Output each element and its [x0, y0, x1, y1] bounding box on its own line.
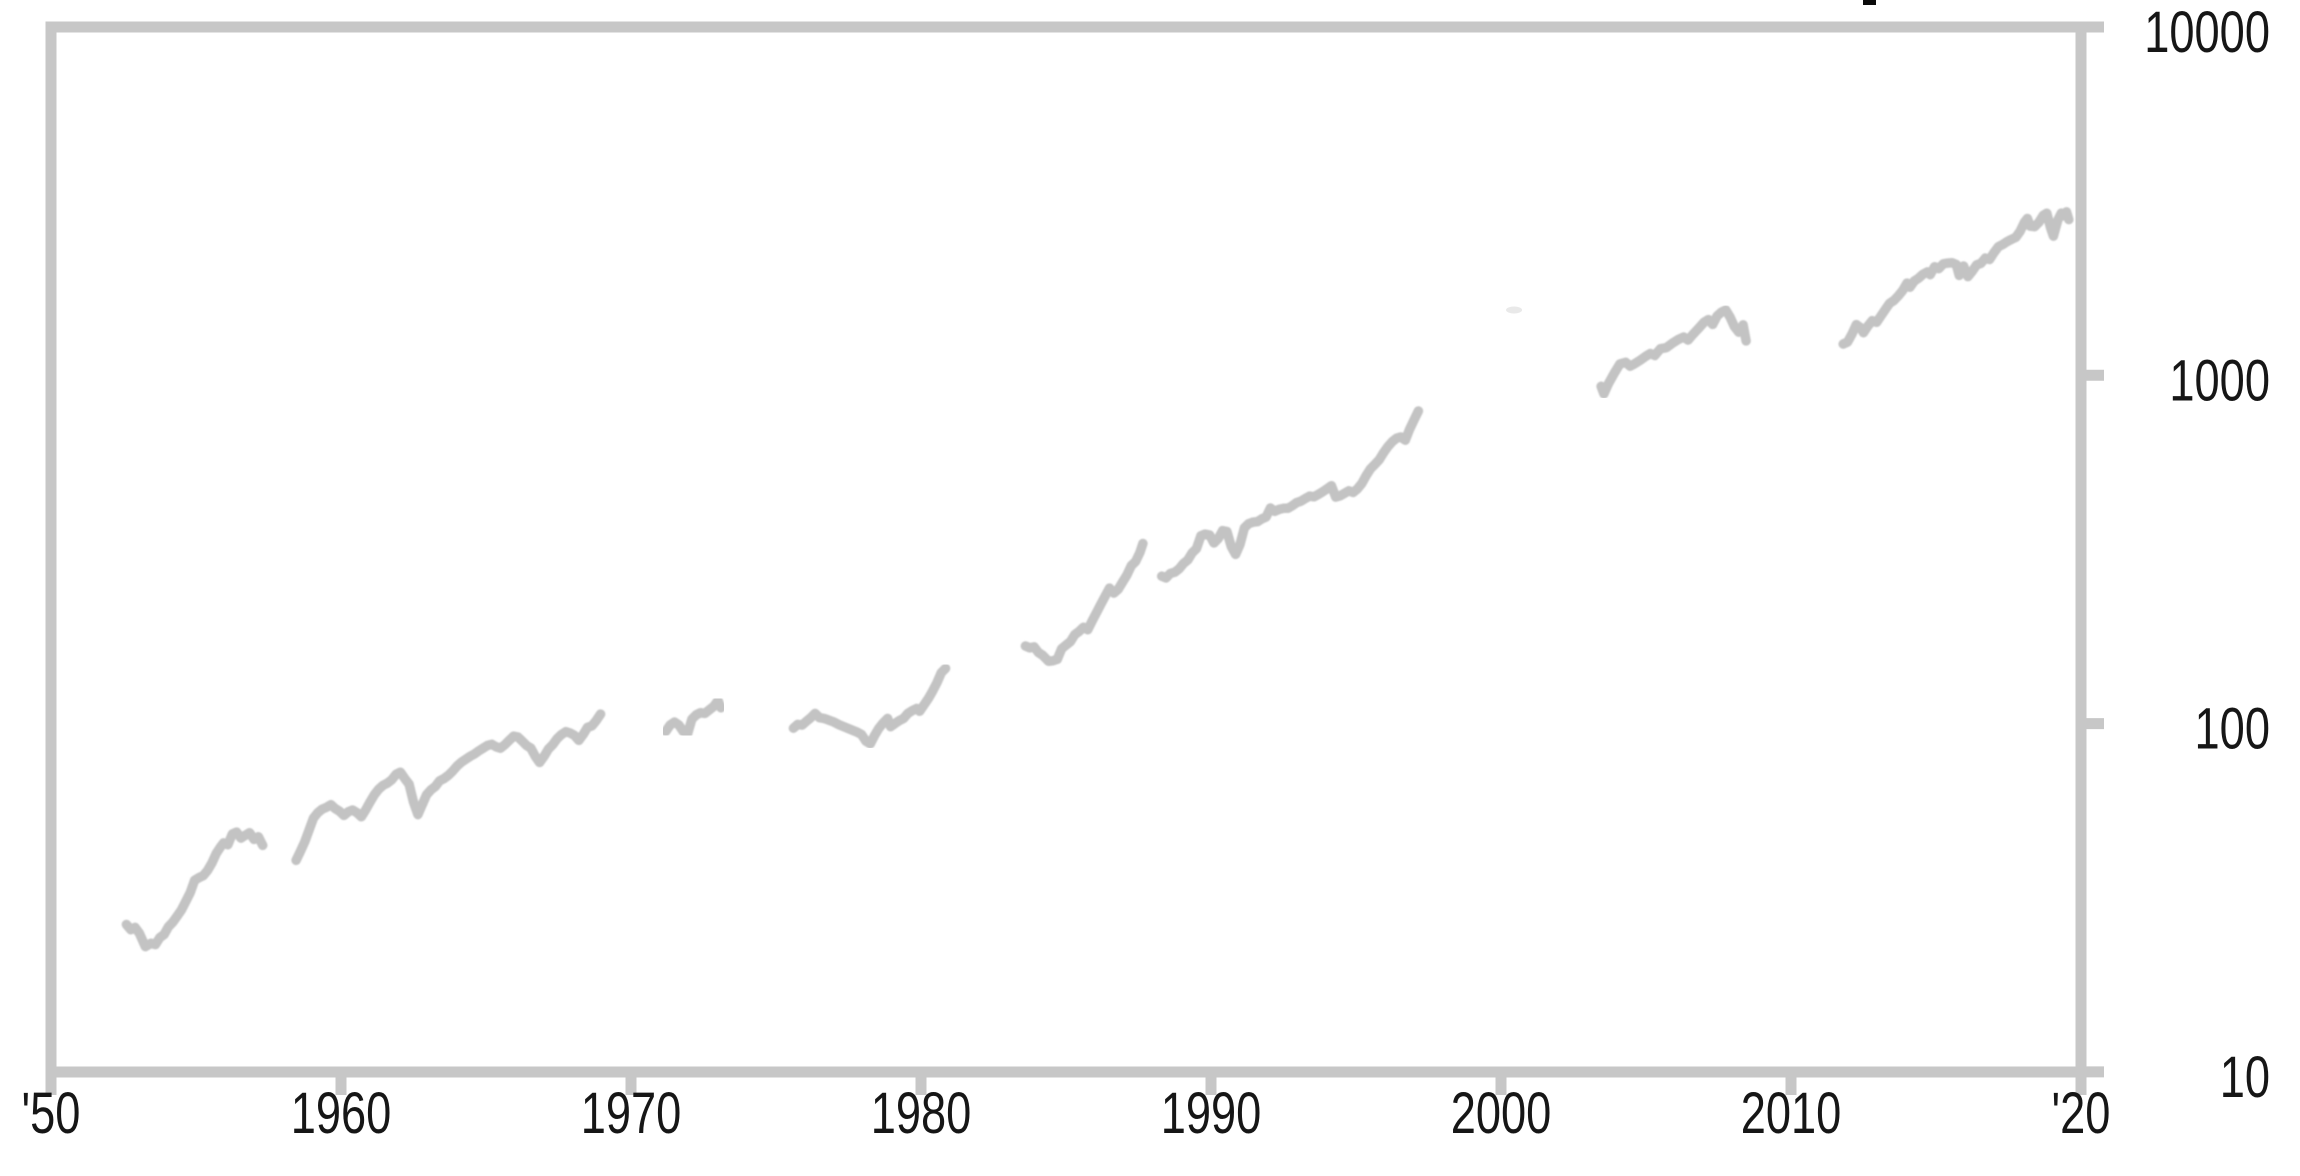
y-tick-label: 10000	[2144, 1, 2270, 66]
plot-border	[45, 21, 2087, 1078]
x-tick-label: 1960	[291, 1082, 392, 1147]
x-tick-label: '50	[22, 1082, 81, 1147]
index-line-segment	[661, 695, 726, 739]
index-line-segment	[1596, 305, 1751, 399]
x-tick-label: 2010	[1741, 1082, 1842, 1147]
index-line-segment	[1156, 406, 1424, 583]
index-line-segment	[1020, 538, 1148, 667]
index-line-segment	[1838, 207, 2074, 349]
index-line-segment	[788, 663, 951, 749]
index-line-segment	[121, 827, 268, 952]
y-tick-label: 1000	[2169, 349, 2270, 414]
x-tick-label: 1990	[1161, 1082, 1262, 1147]
isolated-data-point	[1506, 306, 1523, 314]
x-tick-label: '20	[2052, 1082, 2111, 1147]
x-tick-label: 2000	[1451, 1082, 1552, 1147]
x-tick-label: 1970	[581, 1082, 682, 1147]
y-tick-label: 100	[2195, 697, 2270, 762]
index-line-segment	[291, 709, 606, 866]
cropped-title-fragment	[1863, 0, 1876, 5]
x-tick-label: 1980	[871, 1082, 972, 1147]
y-tick-label: 10	[2220, 1046, 2270, 1111]
